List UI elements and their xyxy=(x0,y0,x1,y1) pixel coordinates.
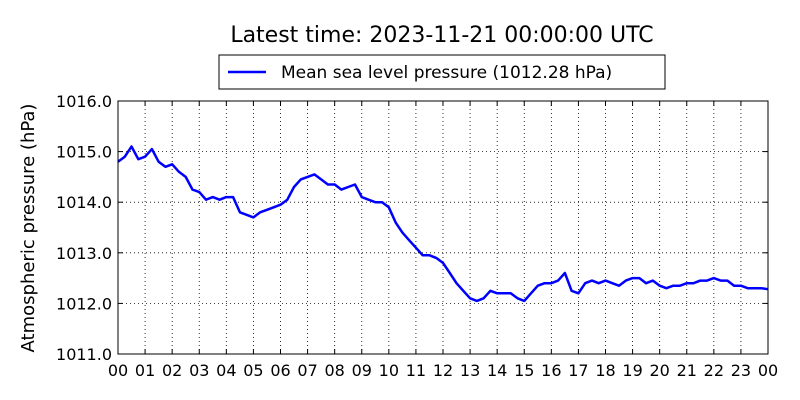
x-tick-label: 06 xyxy=(270,361,290,380)
x-tick-label: 18 xyxy=(595,361,615,380)
x-tick-label: 05 xyxy=(243,361,263,380)
x-tick-label: 03 xyxy=(189,361,209,380)
x-tick-label: 20 xyxy=(649,361,669,380)
x-tick-label: 21 xyxy=(677,361,697,380)
x-tick-label: 23 xyxy=(731,361,751,380)
series-layer xyxy=(117,145,769,303)
x-tick-label: 11 xyxy=(406,361,426,380)
x-tick-label: 09 xyxy=(352,361,372,380)
x-tick-label: 04 xyxy=(216,361,236,380)
y-axis-ticks: 1011.0 1012.0 1013.0 1014.0 1015.0 1016.0 xyxy=(56,92,768,364)
x-tick-label: 12 xyxy=(433,361,453,380)
x-tick-label: 13 xyxy=(460,361,480,380)
x-tick-label: 01 xyxy=(135,361,155,380)
x-tick-label: 14 xyxy=(487,361,507,380)
y-tick-label: 1012.0 xyxy=(56,294,112,313)
x-tick-label: 02 xyxy=(162,361,182,380)
y-tick-label: 1013.0 xyxy=(56,244,112,263)
legend-label: Mean sea level pressure (1012.28 hPa) xyxy=(281,63,612,83)
y-tick-label: 1014.0 xyxy=(56,193,112,212)
chart-title: Latest time: 2023-11-21 00:00:00 UTC xyxy=(230,23,653,48)
legend: Mean sea level pressure (1012.28 hPa) xyxy=(218,54,666,90)
y-tick-label: 1016.0 xyxy=(56,92,112,111)
x-tick-label: 17 xyxy=(568,361,588,380)
plot-frame xyxy=(117,100,769,355)
x-axis-ticks: 00 01 02 03 04 05 06 07 08 09 10 11 12 13 14 15 16 17 18 19… xyxy=(108,101,778,380)
series-line-pressure xyxy=(117,145,769,303)
grid xyxy=(118,101,768,354)
x-tick-label: 10 xyxy=(379,361,399,380)
x-tick-label: 08 xyxy=(324,361,344,380)
x-tick-label: 16 xyxy=(541,361,561,380)
x-tick-label: 22 xyxy=(704,361,724,380)
x-tick-label: 07 xyxy=(297,361,317,380)
x-tick-label: 00 xyxy=(108,361,128,380)
y-tick-label: 1015.0 xyxy=(56,143,112,162)
x-tick-label: 15 xyxy=(514,361,534,380)
y-axis-label: Atmospheric pressure (hPa) xyxy=(18,104,39,353)
x-tick-label: 19 xyxy=(622,361,642,380)
x-tick-label: 00 xyxy=(758,361,778,380)
y-tick-label: 1011.0 xyxy=(56,345,112,364)
legend-box xyxy=(218,54,666,90)
